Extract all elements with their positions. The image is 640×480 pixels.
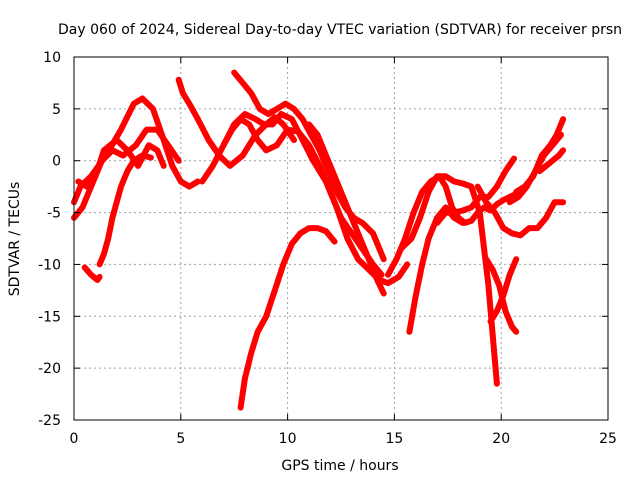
- y-tick-label: -10: [38, 257, 61, 273]
- ticks: 0 5 10 15 20 25 -25 -20 -15 -10 -5 0 5 10: [38, 50, 617, 447]
- x-tick-label: 25: [599, 431, 617, 447]
- y-tick-label: 5: [52, 102, 61, 118]
- series-arc-16: [474, 183, 567, 239]
- y-tick-label: -25: [38, 413, 61, 429]
- series-arc-13: [397, 173, 500, 387]
- grid: [74, 57, 608, 420]
- series-arc-1: [71, 95, 201, 206]
- series-arc-2: [71, 126, 182, 221]
- chart-title: Day 060 of 2024, Sidereal Day-to-day VTE…: [58, 22, 622, 38]
- series-arc-14: [406, 204, 466, 335]
- series-arc-20: [513, 116, 567, 195]
- series-arc-5: [96, 152, 154, 268]
- y-tick-label: -15: [38, 309, 61, 325]
- x-tick-label: 15: [385, 431, 403, 447]
- y-axis-label: SDTVAR / TECUs: [7, 182, 23, 297]
- series-arc-3: [75, 137, 167, 190]
- series-arc-10: [306, 121, 387, 297]
- series-arc-11: [237, 225, 338, 411]
- series-arc-18: [487, 256, 520, 325]
- plot-frame: [73, 56, 609, 421]
- series-arc-21: [536, 147, 567, 175]
- series-arc-8: [220, 116, 385, 278]
- x-tick-label: 0: [70, 431, 79, 447]
- x-tick-label: 5: [176, 431, 185, 447]
- y-tick-label: -5: [47, 206, 61, 222]
- x-axis-label: GPS time / hours: [281, 458, 398, 474]
- series-arc-4: [81, 264, 103, 283]
- x-tick-label: 10: [279, 431, 297, 447]
- x-tick-label: 20: [492, 431, 510, 447]
- y-tick-label: -20: [38, 361, 61, 377]
- y-tick-label: 0: [52, 154, 61, 170]
- y-tick-label: 10: [43, 50, 61, 66]
- series-arc-15: [434, 155, 517, 226]
- series-layer: [71, 69, 567, 411]
